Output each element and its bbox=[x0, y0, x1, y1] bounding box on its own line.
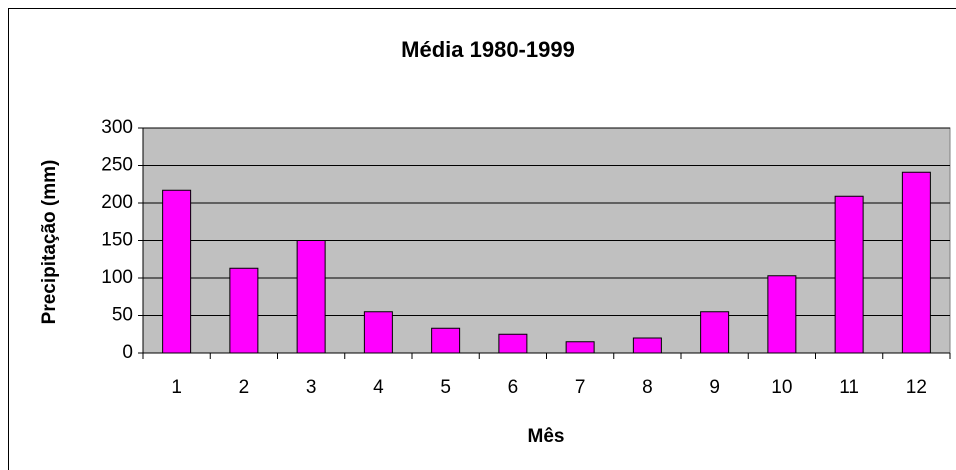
x-tick-label: 10 bbox=[771, 377, 792, 398]
x-tick-label: 9 bbox=[709, 377, 720, 398]
bar bbox=[162, 189, 192, 354]
x-tick-label: 11 bbox=[839, 377, 859, 398]
x-tick-label: 8 bbox=[642, 377, 653, 398]
x-tick-label: 2 bbox=[239, 377, 250, 398]
y-tick-label: 50 bbox=[112, 305, 133, 326]
y-tick-label: 150 bbox=[101, 230, 133, 251]
x-tick-label: 1 bbox=[171, 377, 182, 398]
bar bbox=[834, 195, 864, 354]
y-tick-label: 300 bbox=[101, 117, 133, 138]
x-axis-label: Mês bbox=[528, 426, 565, 447]
bar bbox=[296, 240, 326, 354]
y-tick-label: 100 bbox=[101, 267, 133, 288]
x-tick-label: 3 bbox=[306, 377, 317, 398]
bar bbox=[767, 275, 797, 354]
bar bbox=[565, 341, 595, 354]
y-axis-label: Precipitação (mm) bbox=[39, 160, 60, 325]
y-tick-label: 0 bbox=[122, 342, 133, 363]
chart-title: Média 1980-1999 bbox=[401, 37, 575, 62]
bar bbox=[700, 311, 730, 354]
x-tick-label: 6 bbox=[508, 377, 519, 398]
bar bbox=[632, 337, 662, 354]
bar bbox=[363, 311, 393, 354]
y-tick-label: 200 bbox=[101, 192, 133, 213]
x-tick-label: 7 bbox=[575, 377, 586, 398]
x-tick-label: 5 bbox=[440, 377, 451, 398]
y-tick-label: 250 bbox=[101, 155, 133, 176]
bar bbox=[901, 171, 931, 354]
x-tick-label: 4 bbox=[373, 377, 384, 398]
bar bbox=[229, 267, 259, 354]
bar bbox=[431, 327, 461, 354]
x-tick-label: 12 bbox=[906, 377, 927, 398]
bar bbox=[498, 333, 528, 354]
